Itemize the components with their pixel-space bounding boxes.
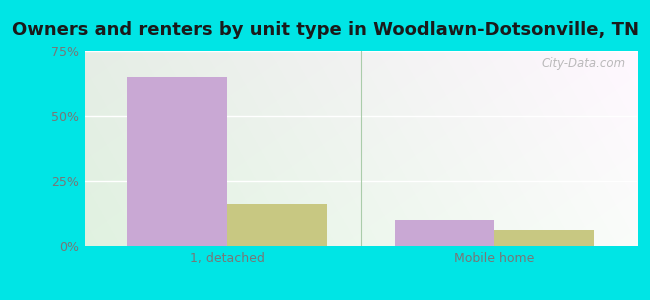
Bar: [127, 77, 227, 246]
Text: City-Data.com: City-Data.com: [542, 57, 626, 70]
Bar: [495, 230, 594, 246]
Legend: Owner occupied units, Renter occupied units: Owner occupied units, Renter occupied un…: [183, 299, 538, 300]
Bar: [395, 220, 495, 246]
Text: Owners and renters by unit type in Woodlawn-Dotsonville, TN: Owners and renters by unit type in Woodl…: [12, 21, 638, 39]
Bar: [227, 204, 327, 246]
